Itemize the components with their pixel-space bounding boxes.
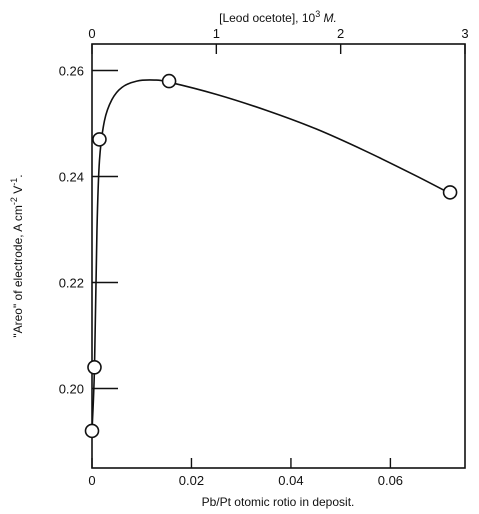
y-axis-title-mid: V	[11, 186, 25, 197]
y-axis-title-exponent-1: -2	[9, 197, 19, 205]
top-axis-tick-label: 1	[213, 26, 220, 41]
data-point	[87, 359, 102, 375]
y-tick-labels: 0.20 0.22 0.24 0.26	[59, 64, 84, 397]
x-tick-labels: 0 0.02 0.04 0.06	[88, 473, 403, 488]
x-tick-label: 0.04	[278, 473, 303, 488]
top-axis-tick-label: 0	[88, 26, 95, 41]
top-axis-tick-labels: 0 1 2 3	[88, 26, 468, 41]
y-tick-label: 0.24	[59, 170, 84, 185]
y-axis-title-main: "Areo" of electrode, A cm	[11, 205, 25, 338]
plot-frame	[91, 43, 466, 469]
top-axis-tick-label: 3	[461, 26, 468, 41]
data-point	[92, 132, 107, 147]
data-points	[84, 73, 458, 439]
data-point	[442, 185, 458, 200]
top-axis-title: [Leod ocetote], 103 M.	[219, 9, 337, 25]
x-tick-label: 0	[88, 473, 95, 488]
tick-marks	[91, 44, 466, 468]
top-axis-title-main: [Leod ocetote], 10	[219, 11, 315, 25]
y-axis-title-end: .	[11, 174, 25, 177]
top-axis-title-exponent: 3	[315, 9, 320, 19]
top-axis-title-unit: M.	[320, 11, 337, 25]
x-tick-label: 0.02	[179, 473, 204, 488]
y-axis-title-exponent-2: -1	[9, 178, 19, 186]
x-axis-title: Pb/Pt otomic rotio in deposit.	[202, 495, 355, 509]
y-axis-title: "Areo" of electrode, A cm-2 V-1.	[9, 174, 25, 337]
top-axis-tick-label: 2	[337, 26, 344, 41]
y-tick-label: 0.26	[59, 64, 84, 79]
x-tick-label: 0.06	[378, 473, 403, 488]
y-tick-label: 0.22	[59, 276, 84, 291]
data-point	[84, 423, 100, 439]
fit-curve	[91, 79, 451, 431]
data-point	[161, 73, 177, 89]
y-tick-label: 0.20	[59, 382, 84, 397]
